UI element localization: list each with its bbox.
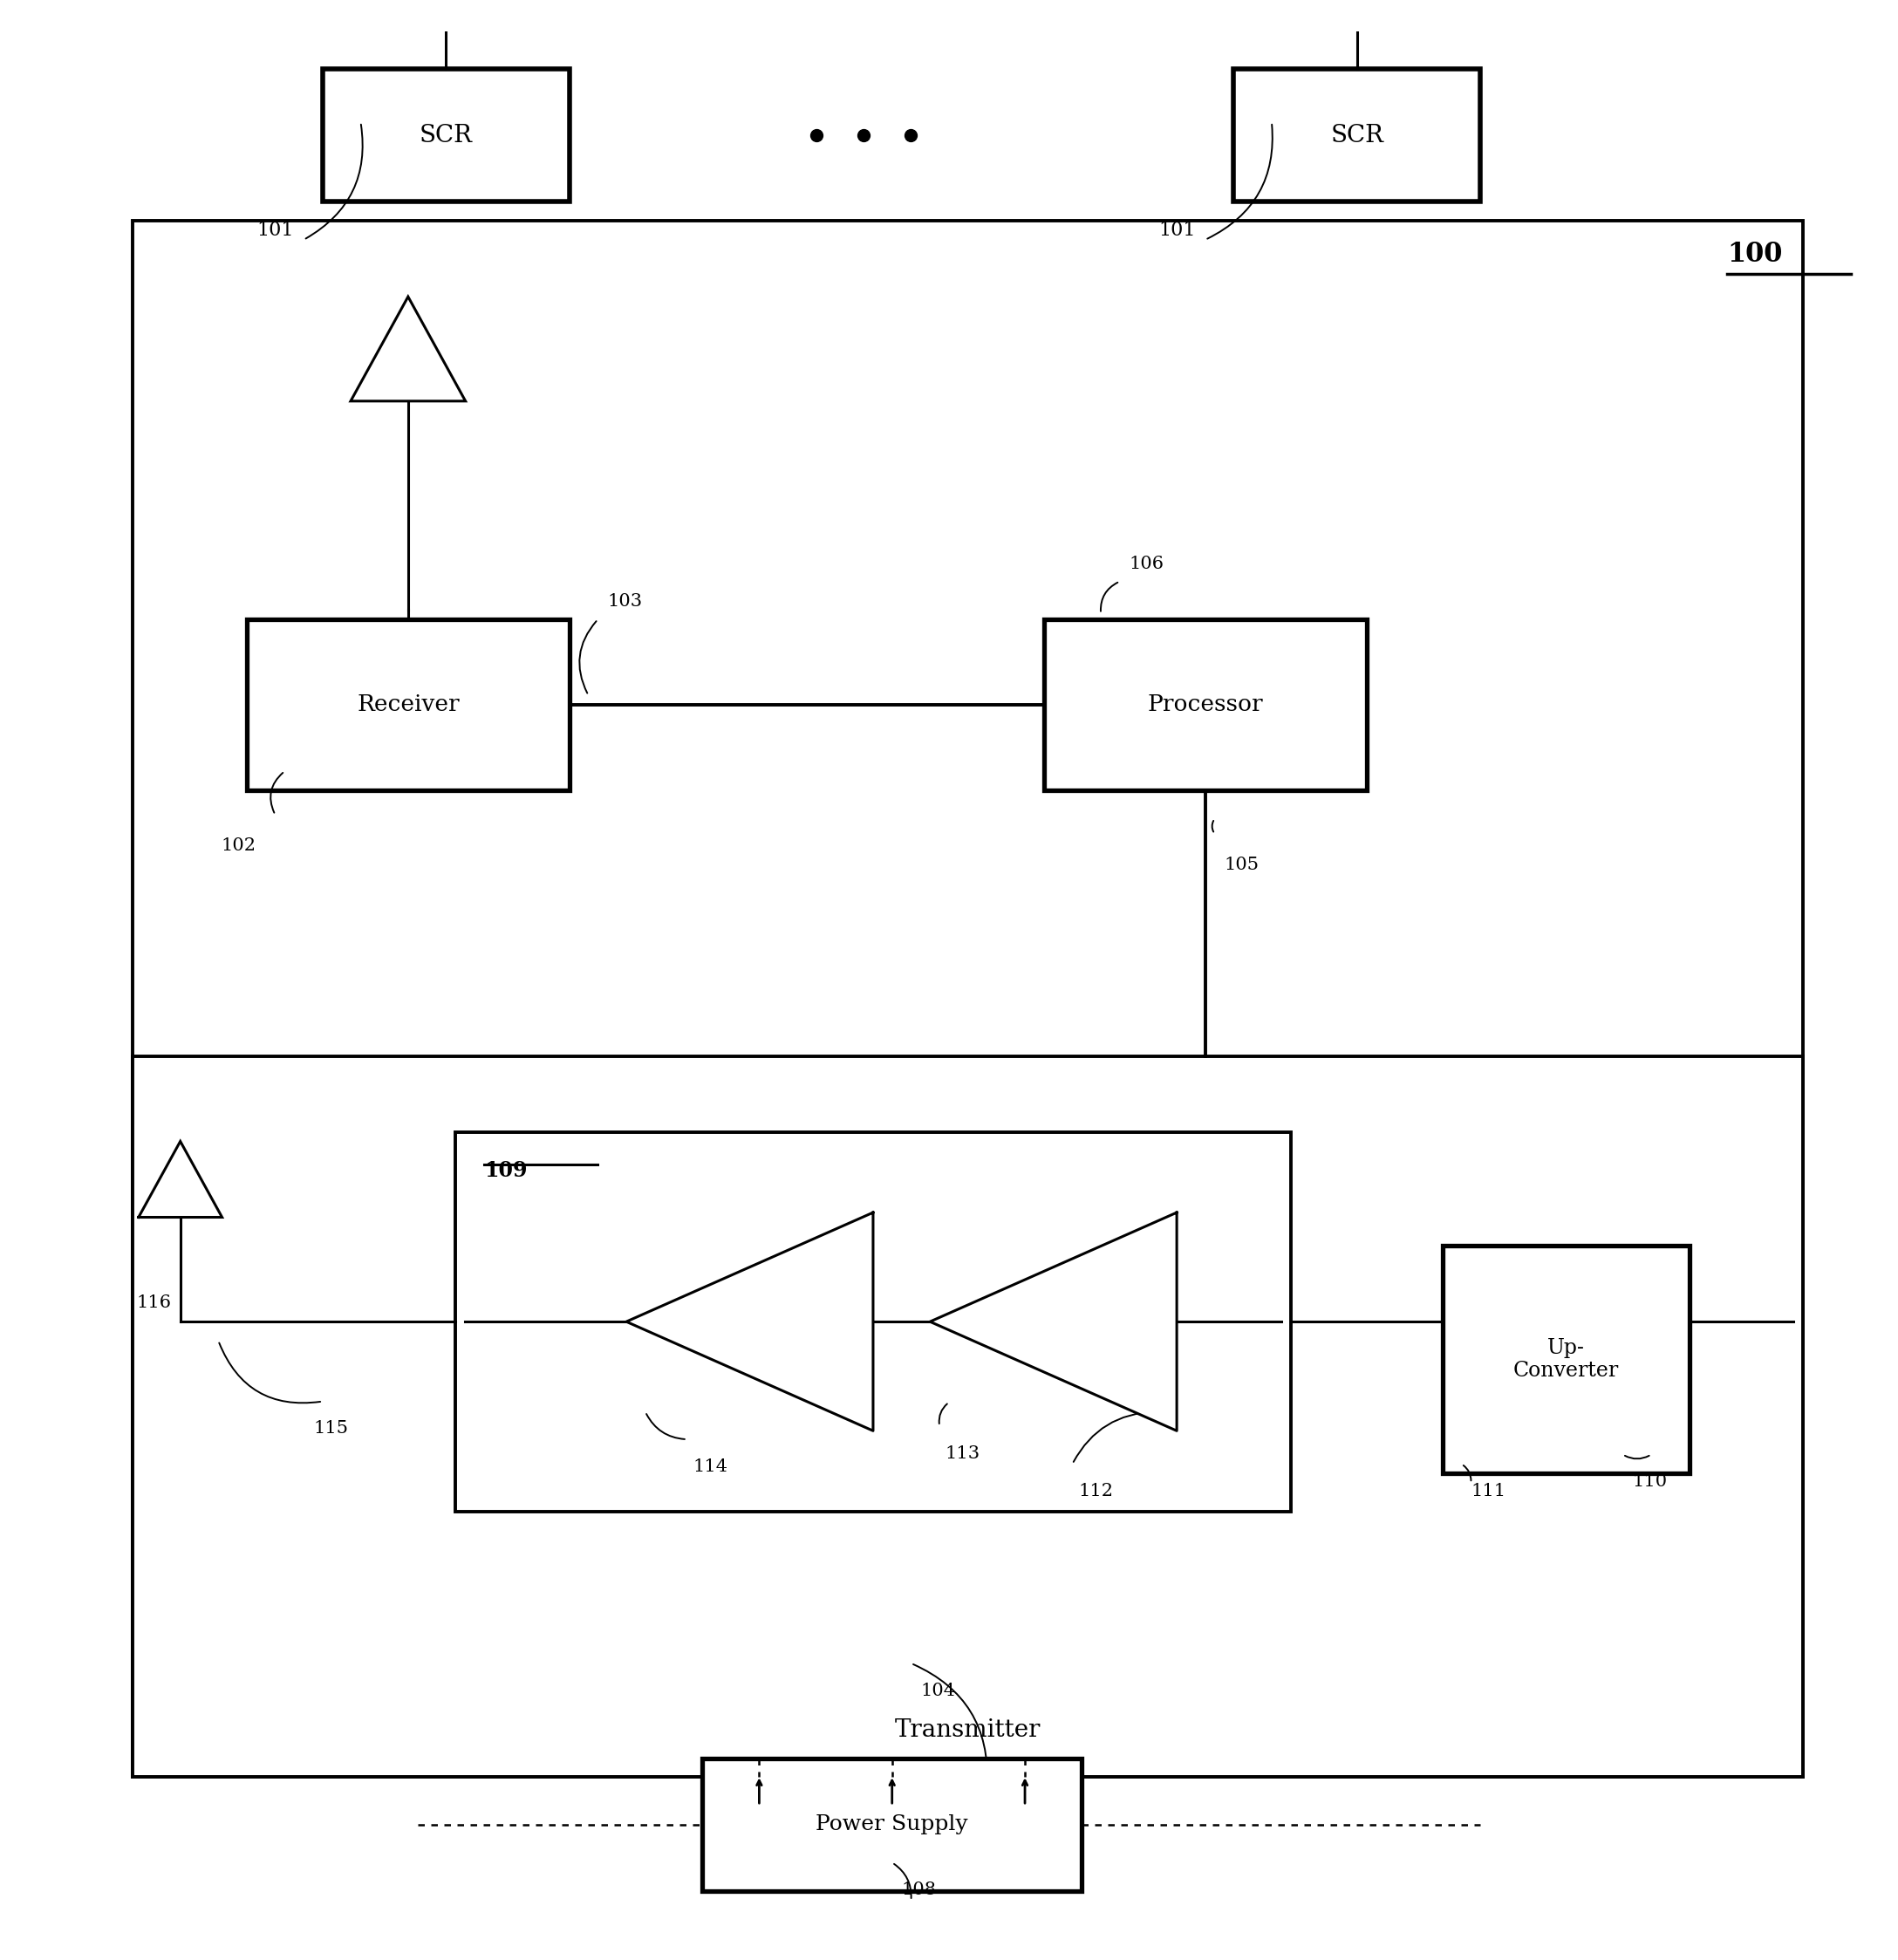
Bar — [702, 1758, 1082, 1891]
Bar — [1044, 619, 1367, 790]
Text: Transmitter: Transmitter — [896, 1719, 1040, 1742]
Text: 115: 115 — [313, 1421, 347, 1437]
Bar — [133, 1056, 1803, 1778]
Text: Power Supply: Power Supply — [816, 1815, 968, 1835]
Text: Receiver: Receiver — [357, 694, 459, 715]
Bar — [1234, 69, 1480, 202]
Bar — [247, 619, 569, 790]
Text: 110: 110 — [1632, 1474, 1666, 1490]
Text: 109: 109 — [484, 1160, 528, 1182]
Text: 103: 103 — [607, 594, 642, 610]
Text: 108: 108 — [902, 1882, 936, 1897]
Text: Up-
Converter: Up- Converter — [1513, 1339, 1619, 1382]
Text: SCR: SCR — [419, 123, 473, 147]
Text: SCR: SCR — [1330, 123, 1384, 147]
Text: 101: 101 — [1158, 221, 1196, 239]
Text: 101: 101 — [256, 221, 294, 239]
Polygon shape — [930, 1213, 1177, 1431]
Text: Processor: Processor — [1148, 694, 1262, 715]
Text: 105: 105 — [1224, 857, 1258, 874]
Bar — [133, 221, 1803, 1778]
Bar — [323, 69, 569, 202]
Text: 100: 100 — [1727, 241, 1782, 269]
Text: 102: 102 — [222, 837, 256, 855]
Bar — [1442, 1247, 1689, 1474]
Text: 113: 113 — [945, 1445, 979, 1462]
Text: 106: 106 — [1129, 555, 1163, 572]
Text: 111: 111 — [1471, 1484, 1505, 1499]
Text: 104: 104 — [921, 1682, 955, 1699]
Text: 114: 114 — [693, 1458, 727, 1474]
Polygon shape — [626, 1213, 873, 1431]
Text: 112: 112 — [1078, 1484, 1112, 1499]
Text: 116: 116 — [137, 1294, 171, 1311]
Bar — [456, 1131, 1291, 1511]
